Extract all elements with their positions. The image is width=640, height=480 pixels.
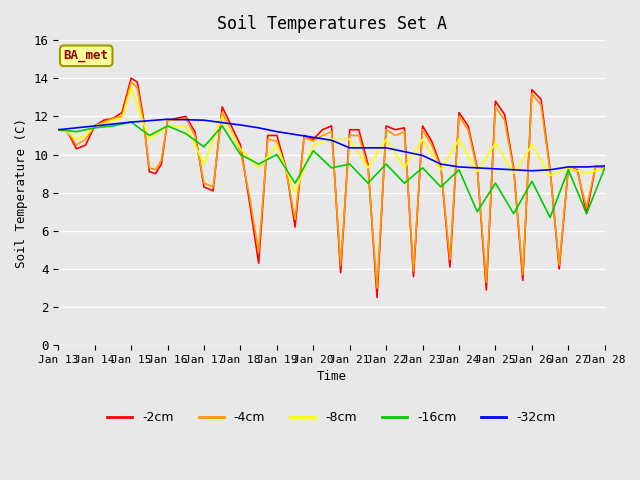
X-axis label: Time: Time — [317, 371, 346, 384]
Legend: -2cm, -4cm, -8cm, -16cm, -32cm: -2cm, -4cm, -8cm, -16cm, -32cm — [102, 407, 561, 430]
Text: BA_met: BA_met — [64, 49, 109, 62]
Title: Soil Temperatures Set A: Soil Temperatures Set A — [216, 15, 447, 33]
Y-axis label: Soil Temperature (C): Soil Temperature (C) — [15, 118, 28, 268]
